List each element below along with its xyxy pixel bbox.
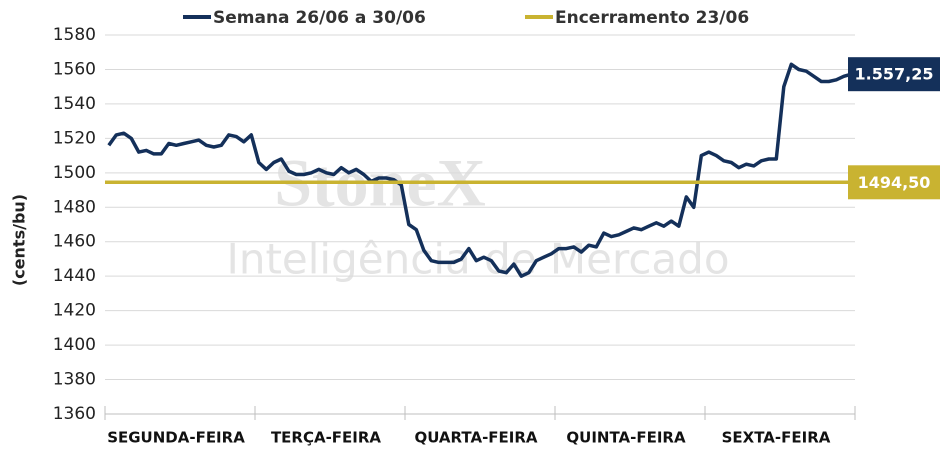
y-tick-label: 1440 bbox=[53, 266, 96, 286]
legend-label: Semana 26/06 a 30/06 bbox=[213, 8, 426, 28]
y-tick-label: 1480 bbox=[53, 197, 96, 217]
y-tick-label: 1580 bbox=[53, 25, 96, 45]
x-tick-label: TERÇA-FEIRA bbox=[271, 429, 381, 447]
x-tick-label: QUINTA-FEIRA bbox=[566, 429, 686, 447]
legend-label: Encerramento 23/06 bbox=[555, 8, 749, 28]
x-tick-label: SEGUNDA-FEIRA bbox=[107, 429, 245, 447]
x-tick-label: SEXTA-FEIRA bbox=[722, 429, 831, 447]
x-tick-label: QUARTA-FEIRA bbox=[414, 429, 537, 447]
y-axis-label: (cents/bu) bbox=[10, 194, 29, 286]
y-tick-label: 1380 bbox=[53, 370, 96, 390]
value-label-box bbox=[848, 165, 940, 200]
y-tick-label: 1400 bbox=[53, 335, 96, 355]
y-tick-label: 1420 bbox=[53, 301, 96, 321]
y-tick-label: 1460 bbox=[53, 232, 96, 252]
y-tick-label: 1500 bbox=[53, 163, 96, 183]
y-tick-label: 1560 bbox=[53, 59, 96, 79]
value-label-box bbox=[848, 57, 940, 92]
y-tick-label: 1540 bbox=[53, 94, 96, 114]
y-tick-label: 1520 bbox=[53, 128, 96, 148]
y-tick-label: 1360 bbox=[53, 404, 96, 424]
value-label: 1.557,25 bbox=[855, 65, 934, 84]
series-line bbox=[107, 62, 852, 278]
value-label: 1494,50 bbox=[858, 173, 931, 192]
